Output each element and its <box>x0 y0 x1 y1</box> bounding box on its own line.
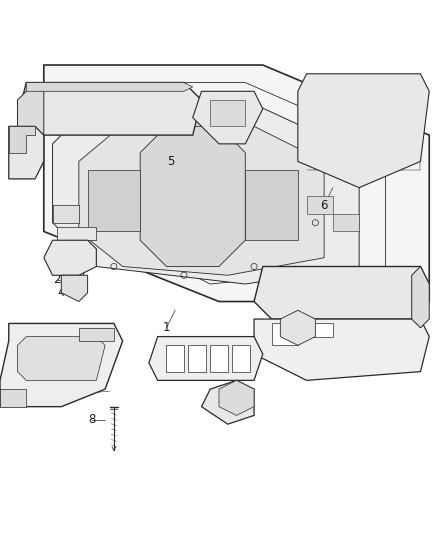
Text: 6: 6 <box>320 199 328 212</box>
Polygon shape <box>254 319 429 381</box>
Text: 3: 3 <box>110 116 117 128</box>
Polygon shape <box>18 336 105 381</box>
Polygon shape <box>0 389 26 407</box>
Polygon shape <box>210 345 228 372</box>
Polygon shape <box>193 91 263 144</box>
Polygon shape <box>18 83 201 135</box>
Polygon shape <box>280 310 315 345</box>
Polygon shape <box>9 126 44 179</box>
Polygon shape <box>201 381 254 424</box>
Text: 5: 5 <box>167 155 174 168</box>
Text: 4: 4 <box>57 286 65 300</box>
Polygon shape <box>53 205 79 223</box>
Polygon shape <box>298 144 324 161</box>
Text: 7: 7 <box>44 361 52 374</box>
Polygon shape <box>53 100 359 284</box>
Polygon shape <box>61 275 88 302</box>
Polygon shape <box>57 227 96 240</box>
Polygon shape <box>79 118 324 275</box>
Polygon shape <box>26 83 193 91</box>
Polygon shape <box>44 65 429 302</box>
Polygon shape <box>210 100 245 126</box>
Text: 1: 1 <box>162 321 170 334</box>
Polygon shape <box>245 170 298 240</box>
Polygon shape <box>333 214 359 231</box>
Text: 11: 11 <box>212 400 226 413</box>
Polygon shape <box>412 266 429 328</box>
Text: 2: 2 <box>53 273 61 286</box>
Polygon shape <box>254 266 429 319</box>
Polygon shape <box>0 324 123 407</box>
Polygon shape <box>140 126 245 266</box>
Text: 3: 3 <box>369 282 376 295</box>
Text: 10: 10 <box>177 339 191 352</box>
Polygon shape <box>219 381 254 415</box>
Polygon shape <box>44 240 96 275</box>
Polygon shape <box>307 324 333 336</box>
Polygon shape <box>298 74 429 188</box>
Polygon shape <box>272 324 298 345</box>
Polygon shape <box>79 328 114 341</box>
Polygon shape <box>88 170 140 231</box>
Polygon shape <box>18 83 44 144</box>
Text: 8: 8 <box>88 413 95 426</box>
Polygon shape <box>149 336 263 381</box>
Polygon shape <box>333 152 359 170</box>
Polygon shape <box>232 345 250 372</box>
Polygon shape <box>166 345 184 372</box>
Text: 9: 9 <box>346 352 354 365</box>
Polygon shape <box>188 345 206 372</box>
Polygon shape <box>307 197 333 214</box>
Polygon shape <box>9 126 35 152</box>
Text: 11: 11 <box>14 150 29 164</box>
